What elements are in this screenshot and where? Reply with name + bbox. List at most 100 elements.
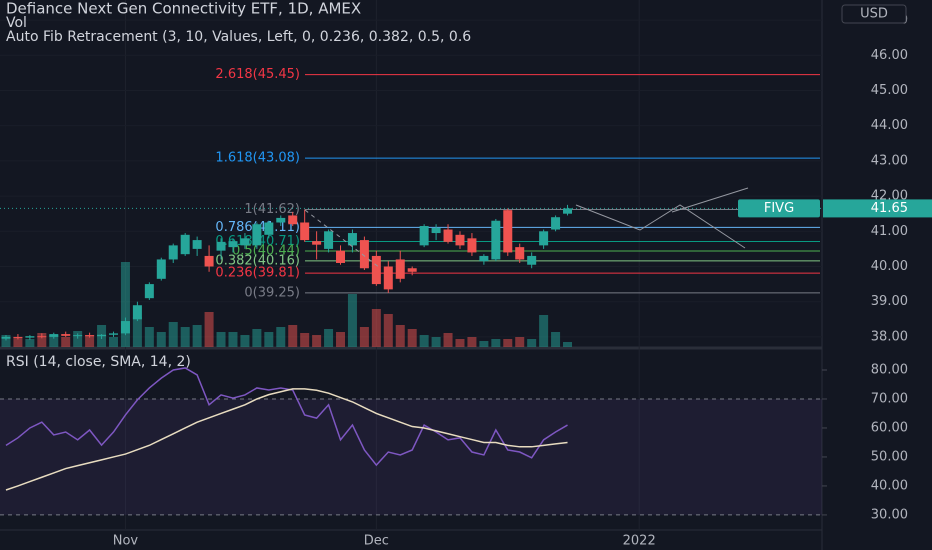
volume-bar <box>467 337 477 347</box>
volume-bar <box>156 332 166 347</box>
candle-body <box>109 333 119 335</box>
currency-label[interactable]: USD <box>860 7 888 22</box>
y-tick-label: 44.00 <box>871 118 908 133</box>
volume-bar <box>324 329 334 347</box>
volume-bar <box>252 329 262 347</box>
volume-bar <box>563 342 573 347</box>
candle-body <box>216 241 226 251</box>
candle-body <box>467 238 477 253</box>
volume-bar <box>443 333 453 347</box>
y-tick-label: 43.00 <box>871 153 908 168</box>
candle-body <box>359 240 369 269</box>
volume-bar <box>300 333 310 347</box>
volume-bar <box>359 327 369 347</box>
rsi-line <box>5 388 568 491</box>
volume-bar <box>336 332 346 347</box>
candle-body <box>503 210 513 253</box>
x-tick-label: Nov <box>113 534 139 549</box>
volume-bar <box>216 332 226 347</box>
volume-bar <box>551 332 561 347</box>
x-tick-label: Dec <box>364 534 389 549</box>
candle-body <box>204 255 214 267</box>
candle-body <box>419 226 429 246</box>
candle-body <box>97 334 107 337</box>
candle-body <box>132 305 142 320</box>
volume-bar <box>204 312 214 347</box>
fib-label: 0.236(39.81) <box>215 266 300 281</box>
volume-bar <box>240 335 250 347</box>
candle-body <box>395 259 405 279</box>
volume-bar <box>144 327 154 347</box>
y-tick-label: 41.00 <box>871 224 908 239</box>
volume-bar <box>479 341 489 347</box>
y-tick-label: 60.00 <box>871 420 908 435</box>
volume-bar <box>120 262 130 347</box>
volume-bar <box>37 333 47 347</box>
candle-body <box>336 250 346 263</box>
volume-bar <box>276 327 286 347</box>
y-tick-label: 30.00 <box>871 507 908 522</box>
candle-body <box>479 255 489 262</box>
candle-body <box>312 241 322 245</box>
volume-bar <box>491 339 501 347</box>
volume-bar <box>395 325 405 347</box>
x-tick-label: 2022 <box>623 534 656 549</box>
candle-body <box>563 208 573 214</box>
volume-bar <box>109 337 119 347</box>
volume-bar <box>85 335 95 347</box>
candle-body <box>383 266 393 290</box>
volume-bar <box>264 332 274 347</box>
candle-body <box>168 245 178 260</box>
rsi-line <box>5 367 568 467</box>
candle-body <box>85 335 95 337</box>
candle-body <box>347 233 357 246</box>
candle-body <box>324 231 334 249</box>
candle-body <box>407 268 417 272</box>
candle-body <box>180 234 190 255</box>
candle-body <box>1 336 11 339</box>
plot-layer: Nov Dec 202238.0039.0040.0041.0042.0043.00… <box>0 0 908 549</box>
volume-bar <box>527 339 537 347</box>
currency-box[interactable] <box>841 4 907 24</box>
candle-body <box>61 334 71 336</box>
fib-label: 2.618(45.45) <box>215 67 300 82</box>
fib-label: 0.382(40.16) <box>215 253 300 268</box>
fib-label: 1(41.62) <box>244 202 300 217</box>
projection-line <box>671 187 749 213</box>
volume-bar <box>312 335 322 347</box>
volume-bar <box>180 327 190 347</box>
y-tick-label: 40.00 <box>871 478 908 493</box>
volume-bar <box>168 322 178 347</box>
symbol-tag <box>738 199 820 218</box>
volume-bar <box>371 309 381 347</box>
y-tick-label: 39.00 <box>871 294 908 309</box>
symbol-label: FIVG <box>764 201 794 216</box>
candle-body <box>13 336 23 338</box>
fib-label: 0.5(40.44) <box>232 244 300 259</box>
fib-label: 0(39.25) <box>244 285 300 300</box>
y-tick-label: 46.00 <box>871 48 908 63</box>
candle-body <box>527 255 537 265</box>
projection-line <box>575 204 746 249</box>
volume-bar <box>73 331 83 347</box>
candle-body <box>252 224 262 246</box>
candle-body <box>443 229 453 242</box>
candle-body <box>37 336 47 338</box>
y-tick-label: 50.00 <box>871 449 908 464</box>
volume-bar <box>539 315 549 347</box>
volume-bar <box>431 337 441 347</box>
y-tick-label: 38.00 <box>871 329 908 344</box>
volume-label: Vol <box>6 15 27 31</box>
candle-body <box>228 241 238 248</box>
candle-body <box>371 255 381 285</box>
volume-bar <box>503 339 513 347</box>
candle-body <box>491 220 501 260</box>
volume-bar <box>132 317 142 347</box>
chart-title: Defiance Next Gen Connectivity ETF, 1D, … <box>6 0 361 18</box>
candle-body <box>240 238 250 246</box>
candle-body <box>264 222 274 235</box>
candle-body <box>192 240 202 249</box>
